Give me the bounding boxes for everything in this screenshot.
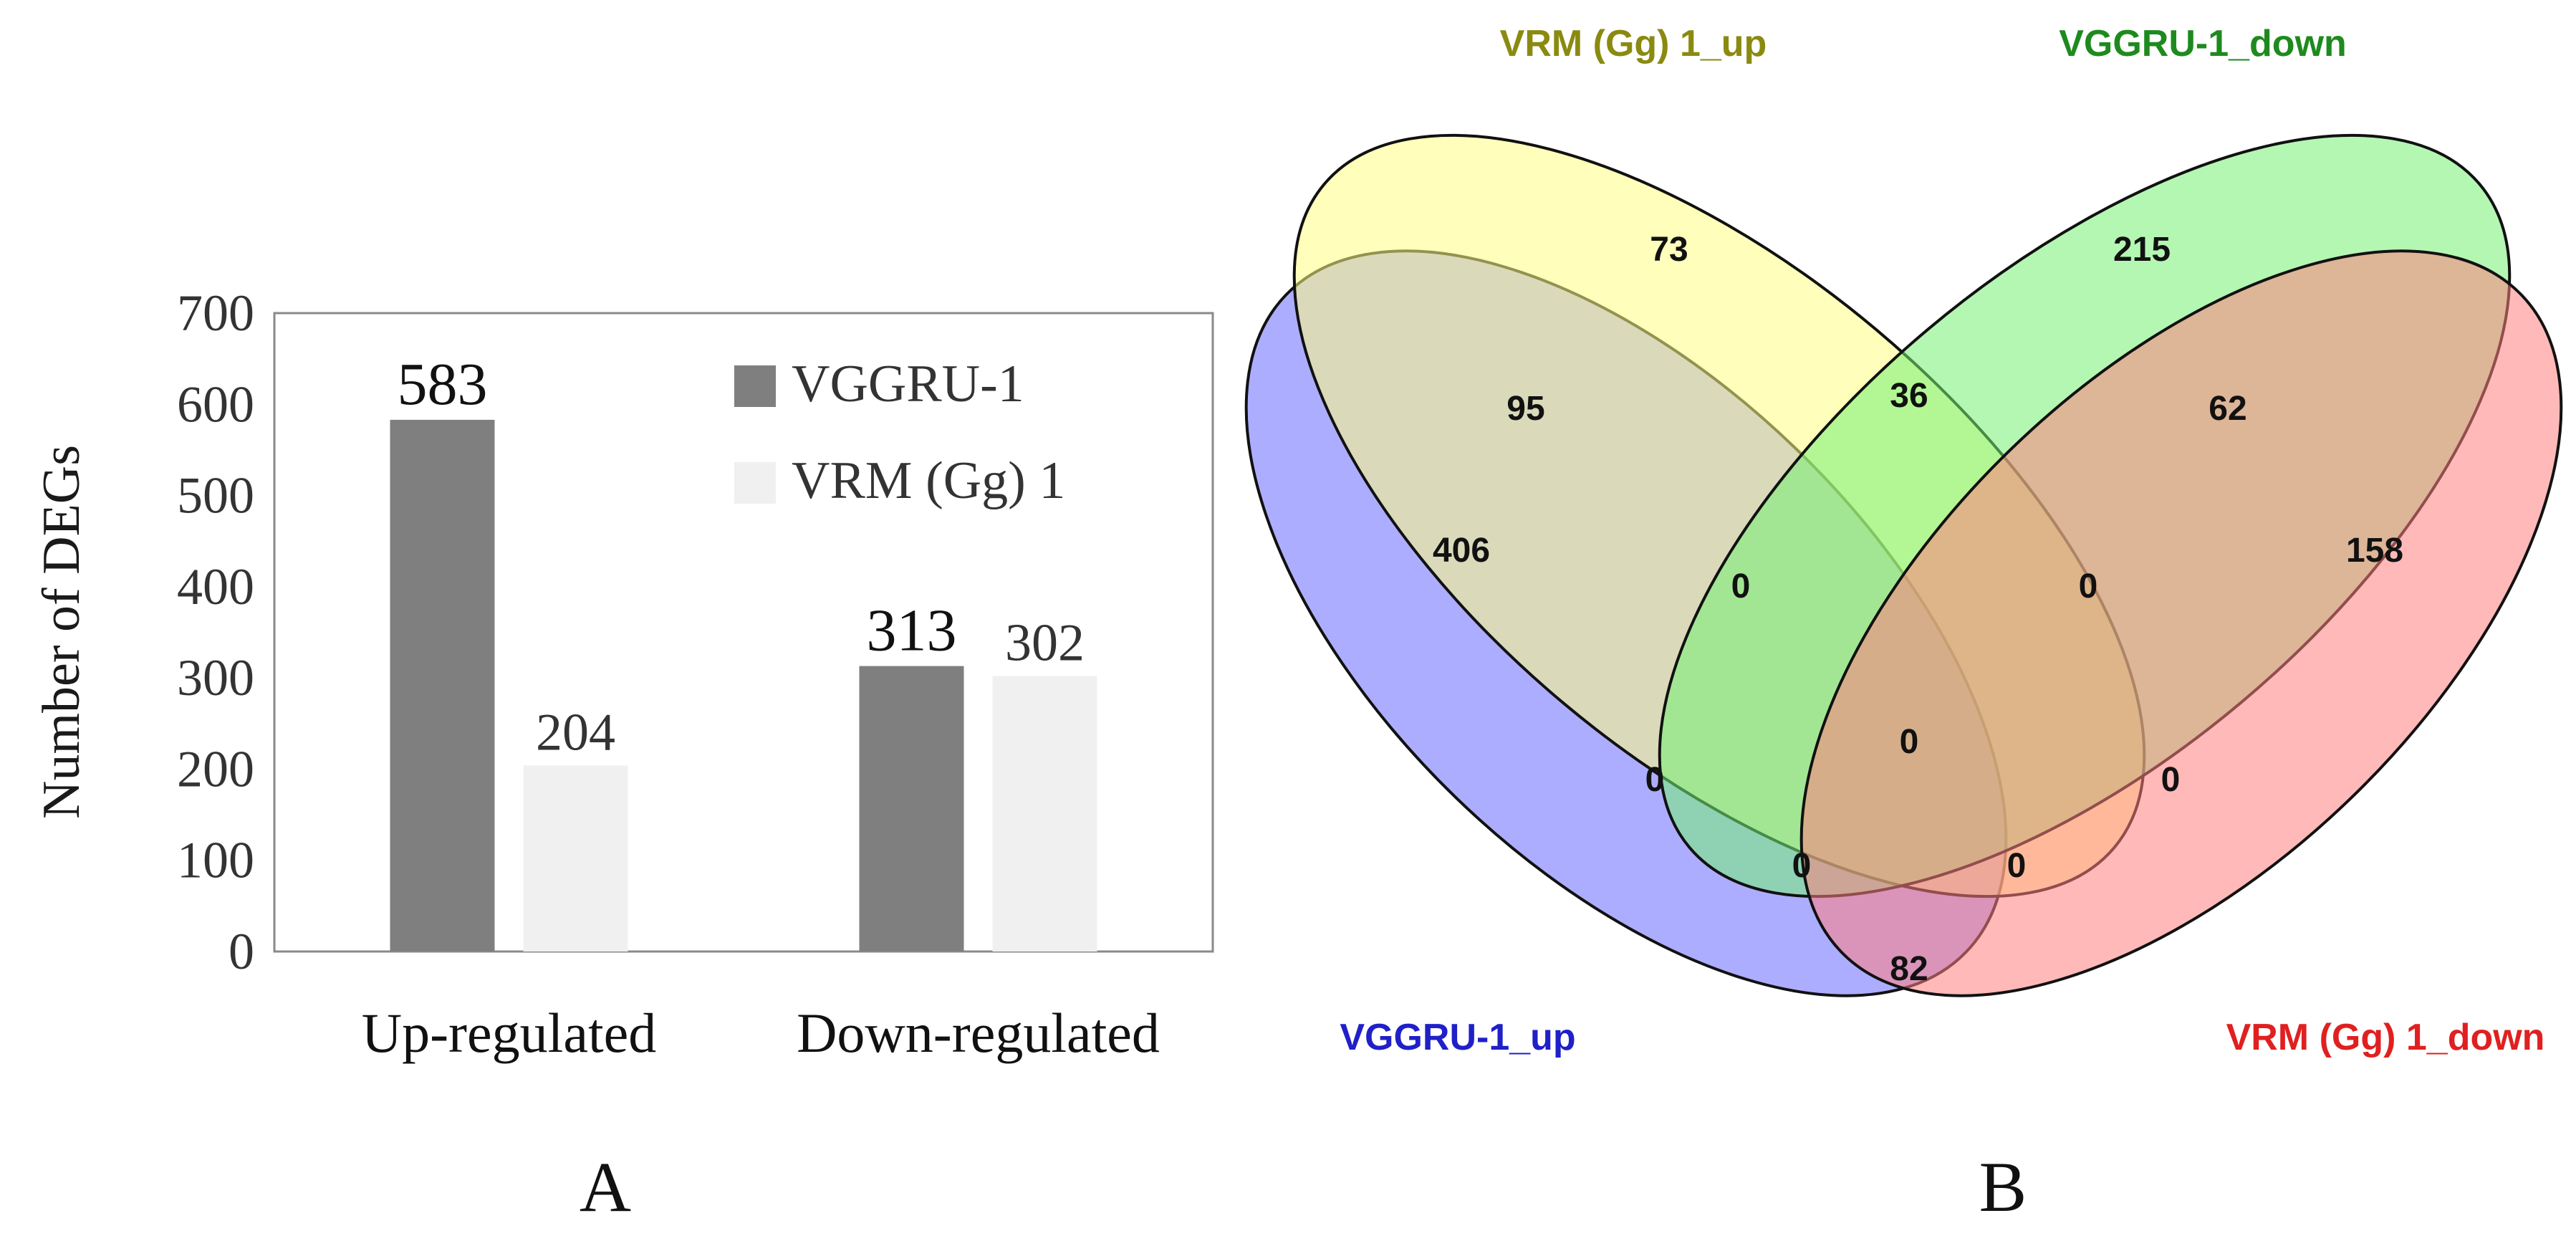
venn-region-count: 158 [2346,532,2403,570]
bars [390,419,1097,952]
y-tick-label: 300 [177,649,254,706]
venn-region-count: 73 [1650,231,1688,269]
venn-set-label: VRM (Gg) 1_down [2226,1017,2545,1058]
legend: VGGRU-1 VRM (Gg) 1 [734,355,1065,510]
bar-value-labels: 583 204 313 302 [398,351,1085,762]
venn-region-count: 0 [1900,723,1919,761]
venn-set-label: VGGRU-1_down [2059,23,2347,64]
venn-region-count: 215 [2113,231,2171,269]
bar-vggru-1-up [390,419,495,952]
plot-area-frame [273,312,1214,953]
y-tick-label: 700 [177,284,254,342]
venn-set-labels: VGGRU-1_up VRM (Gg) 1_up VGGRU-1_down VRM (… [1340,23,2544,1058]
venn-set-label: VRM (Gg) 1_up [1500,23,1767,64]
legend-label: VGGRU-1 [792,355,1024,413]
bar-vggru-1-down [859,666,964,952]
venn-set-vrm-down [1799,249,2563,997]
y-tick-label: 400 [177,558,254,615]
y-tick-label: 100 [177,832,254,889]
y-tick-label: 0 [229,923,254,980]
venn-region-count: 0 [1645,761,1665,799]
y-tick-label: 200 [177,740,254,797]
category-label: Down-regulated [797,1002,1160,1064]
bar-value-label: 302 [1005,614,1085,673]
y-tick-label: 600 [177,375,254,433]
category-label: Up-regulated [362,1002,656,1064]
venn-region-count: 406 [1433,532,1490,570]
bar-vrm-gg-1-down [992,676,1097,952]
venn-region-count: 82 [1890,950,1928,988]
venn-region-labels: 406 73 215 158 95 36 62 0 0 0 0 0 0 0 82 [1433,231,2403,988]
y-axis-ticks: 0 100 200 300 400 500 600 700 [177,284,254,980]
bar-value-label: 204 [536,703,615,762]
y-axis-label: Number of DEGs [32,445,91,819]
panel-label-b: B [1979,1147,2027,1227]
venn-region-count: 0 [2007,847,2027,885]
category-labels: Up-regulated Down-regulated [362,1002,1160,1064]
venn-region-count: 0 [2161,761,2181,799]
venn-region-count: 36 [1890,377,1928,415]
venn-region-count: 0 [1792,847,1812,885]
venn-region-count: 95 [1506,390,1544,428]
panel-b-venn-diagram: 406 73 215 158 95 36 62 0 0 0 0 0 0 0 82 VGGRU-1_up VRM… [1244,23,2563,1227]
bar-value-label: 313 [867,598,957,664]
bar-vrm-gg-1-up [523,765,628,952]
legend-swatch [734,365,776,407]
venn-region-count: 62 [2209,390,2246,428]
venn-region-count: 0 [2079,567,2098,605]
bar-value-label: 583 [398,351,488,418]
panel-label-a: A [580,1147,631,1227]
legend-swatch [734,462,776,504]
venn-set-label: VGGRU-1_up [1340,1017,1575,1058]
legend-label: VRM (Gg) 1 [792,451,1065,510]
venn-region-count: 0 [1731,567,1751,605]
y-tick-label: 500 [177,467,254,524]
panel-a-bar-chart: 0 100 200 300 400 500 600 700 Number of DEGs 58… [32,284,1214,1227]
